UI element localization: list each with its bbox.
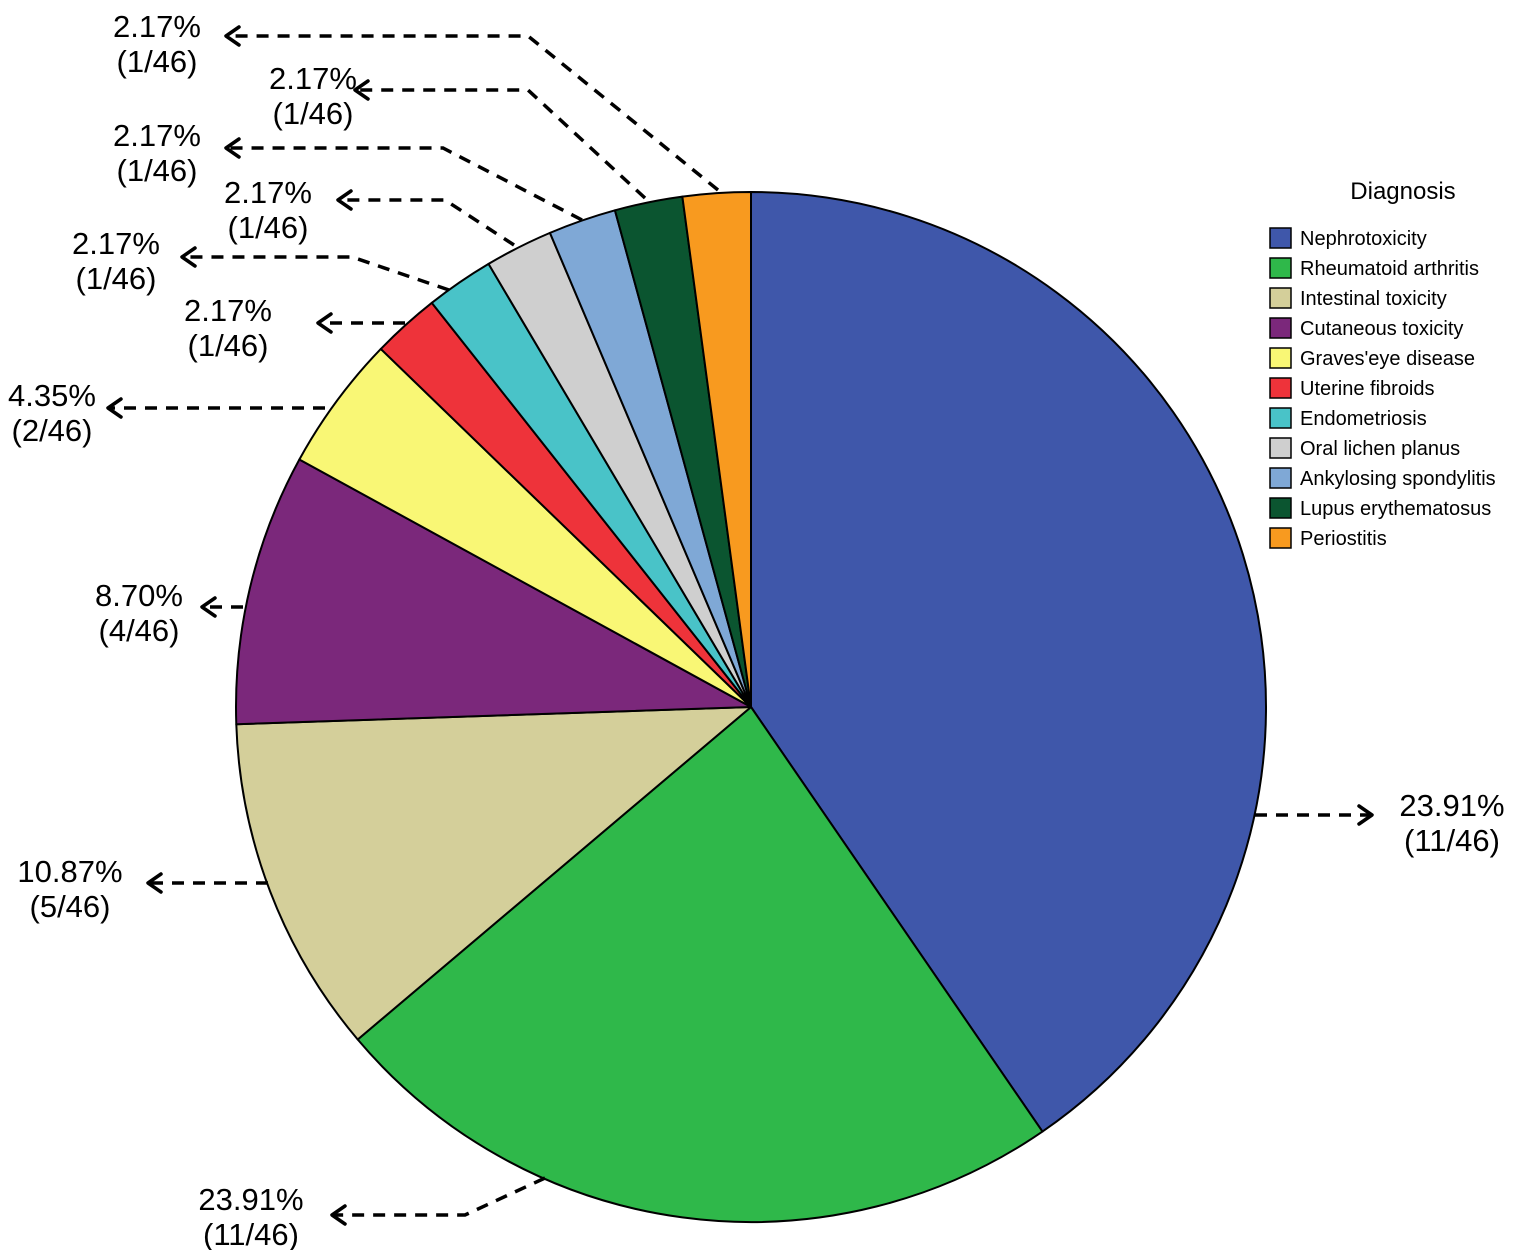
slice-fraction-label-lupus-erythematosus: (1/46) [273,96,354,131]
legend-label-rheumatoid-arthritis: Rheumatoid arthritis [1300,258,1479,280]
slice-fraction-label-endometriosis: (1/46) [76,261,157,296]
legend-swatch-ankylosing-spondylitis [1269,467,1292,489]
slice-percent-label-nephrotoxicity: 23.91% [1399,788,1504,823]
slice-percent-label-oral-lichen-planus: 2.17% [224,175,312,210]
leader-line-oral-lichen-planus [338,198,515,247]
slice-fraction-label-intestinal-toxicity: (5/46) [30,889,111,924]
slice-percent-label-uterine-fibroids: 2.17% [184,293,272,328]
slice-percent-label-endometriosis: 2.17% [72,226,160,261]
legend-swatch-rheumatoid-arthritis [1269,257,1292,279]
legend-label-cutaneous-toxicity: Cutaneous toxicity [1300,318,1463,340]
slice-percent-label-cutaneous-toxicity: 8.70% [95,578,183,613]
leader-arrowhead-nephrotoxicity [1357,804,1374,826]
pie-slice-nephrotoxicity [750,191,1267,1133]
leader-arrowhead-ankylosing-spondylitis [224,137,241,159]
legend-swatch-cutaneous-toxicity [1269,317,1292,339]
legend-title: Diagnosis [1350,178,1455,205]
pie-slices [235,191,1267,1223]
pie-slice-cutaneous-toxicity [235,458,752,726]
slice-percent-label-rheumatoid-arthritis: 23.91% [198,1182,303,1217]
leader-arrowhead-lupus-erythematosus [353,79,370,101]
pie-slice-intestinal-toxicity [235,706,752,1041]
slice-fraction-label-nephrotoxicity: (11/46) [1404,823,1500,858]
leader-line-lupus-erythematosus [355,88,647,200]
slice-fraction-label-ankylosing-spondylitis: (1/46) [117,153,198,188]
leader-line-rheumatoid-arthritis [332,1176,546,1217]
slice-percent-label-periostitis: 2.17% [113,9,201,44]
legend-swatch-uterine-fibroids [1269,377,1292,399]
slice-fraction-label-graves-eye-disease: (2/46) [12,413,93,448]
slice-percent-label-intestinal-toxicity: 10.87% [17,854,122,889]
legend-swatch-intestinal-toxicity [1269,287,1292,309]
slice-label-leaders [106,25,1374,1226]
slice-percent-label-lupus-erythematosus: 2.17% [269,61,357,96]
legend-label-graves-eye-disease: Graves'eye disease [1300,348,1475,370]
leader-arrowhead-endometriosis [180,246,197,268]
slice-fraction-label-periostitis: (1/46) [117,44,198,79]
legend: Diagnosis Nephrotoxicity Rheumatoid arthr… [1269,178,1496,550]
legend-label-intestinal-toxicity: Intestinal toxicity [1300,288,1447,310]
legend-label-periostitis: Periostitis [1300,528,1387,550]
legend-swatch-graves-eye-disease [1269,347,1292,369]
legend-label-ankylosing-spondylitis: Ankylosing spondylitis [1300,468,1496,490]
slice-fraction-label-cutaneous-toxicity: (4/46) [99,613,180,648]
legend-items: Nephrotoxicity Rheumatoid arthritis Intest… [1269,227,1496,550]
slice-percent-label-graves-eye-disease: 4.35% [8,378,96,413]
slice-percent-label-ankylosing-spondylitis: 2.17% [113,118,201,153]
legend-label-lupus-erythematosus: Lupus erythematosus [1300,498,1491,520]
legend-swatch-nephrotoxicity [1269,227,1292,249]
leader-arrowhead-uterine-fibroids [316,312,333,334]
leader-arrowhead-oral-lichen-planus [336,189,353,211]
leader-arrowhead-periostitis [224,25,241,47]
slice-fraction-label-uterine-fibroids: (1/46) [188,328,269,363]
leader-arrowhead-cutaneous-toxicity [200,596,217,618]
legend-swatch-periostitis [1269,527,1292,549]
leader-line-periostitis [226,34,720,192]
legend-swatch-oral-lichen-planus [1269,437,1292,459]
leader-arrowhead-graves-eye-disease [106,397,123,419]
leader-arrowhead-intestinal-toxicity [146,872,163,894]
legend-label-nephrotoxicity: Nephrotoxicity [1300,228,1427,250]
slice-fraction-label-rheumatoid-arthritis: (11/46) [203,1217,299,1250]
leader-line-endometriosis [182,255,450,292]
pie-slice-periostitis [681,191,752,708]
leader-arrowhead-rheumatoid-arthritis [330,1204,347,1226]
leader-line-ankylosing-spondylitis [226,146,583,222]
legend-label-uterine-fibroids: Uterine fibroids [1300,378,1435,400]
pie-slice-rheumatoid-arthritis [356,706,1044,1223]
legend-label-endometriosis: Endometriosis [1300,408,1427,430]
slice-fraction-label-oral-lichen-planus: (1/46) [228,210,309,245]
legend-label-oral-lichen-planus: Oral lichen planus [1300,438,1460,460]
legend-swatch-endometriosis [1269,407,1292,429]
legend-swatch-lupus-erythematosus [1269,497,1292,519]
slice-labels: 23.91%(11/46)23.91%(11/46)10.87%(5/46)8.… [8,9,1505,1250]
